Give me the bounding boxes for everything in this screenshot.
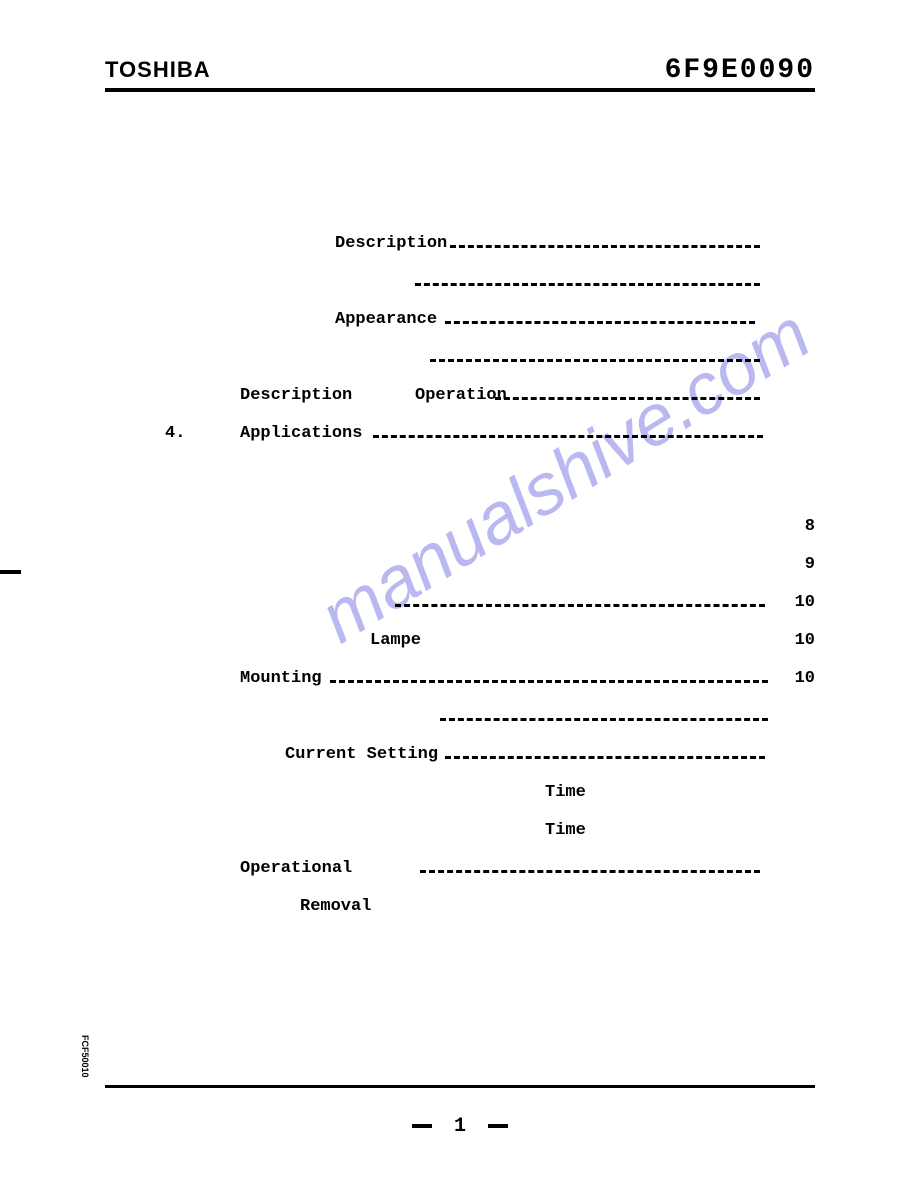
toc-page-number: 10 [795,584,815,622]
dash-icon [412,1124,432,1128]
toc-spacer [105,453,815,508]
toc-label: Appearance [335,301,437,339]
leader-dots [373,435,763,438]
toc-label: Applications [240,415,362,453]
toc-row: Operational [105,850,815,888]
leader-dots [445,321,755,324]
toc-label: Mounting [240,660,322,698]
toc-row: Lampe 10 [105,622,815,660]
toc-row: Description Operation [105,377,815,415]
toc-row: Appearance [105,301,815,339]
toc-content: Description Appearance Description Opera… [105,225,815,926]
page-number: 1 [454,1115,466,1138]
document-number: 6F9E0090 [665,55,815,86]
toc-label: Lampe [370,622,421,660]
toc-row: 4. Applications [105,415,815,453]
leader-dots [445,756,765,759]
toc-label: Operation [415,377,507,415]
toc-row: 8 [105,508,815,546]
toc-row: 9 [105,546,815,584]
toc-row: Description [105,225,815,263]
toc-label: Description [240,377,352,415]
toc-row [105,339,815,377]
brand-logo: TOSHIBA [105,57,211,83]
leader-dots [495,397,760,400]
dash-icon [488,1124,508,1128]
toc-label: Time [545,812,586,850]
leader-dots [395,604,765,607]
toc-page-number: 10 [795,622,815,660]
toc-row [105,698,815,736]
header: TOSHIBA 6F9E0090 [105,55,815,86]
toc-page-number: 9 [805,546,815,584]
toc-label: Description [335,225,447,263]
toc-label: Current Setting [285,736,438,774]
leader-dots [330,680,768,683]
leader-dots [420,870,760,873]
toc-row: Current Setting [105,736,815,774]
toc-row: Mounting 10 [105,660,815,698]
toc-row: Removal [105,888,815,926]
toc-label: Operational [240,850,352,888]
toc-row: 10 [105,584,815,622]
toc-label: Removal [300,888,371,926]
page-footer: 1 [105,1115,815,1138]
leader-dots [440,718,768,721]
leader-dots [415,283,760,286]
toc-page-number: 10 [795,660,815,698]
footer-rule [105,1085,815,1088]
toc-row: Time [105,812,815,850]
toc-row: Time [105,774,815,812]
leader-dots [430,359,760,362]
leader-dots [450,245,760,248]
toc-section-number: 4. [165,415,185,453]
margin-mark [0,570,21,574]
toc-row [105,263,815,301]
page-container: TOSHIBA 6F9E0090 manualshive.com Descrip… [105,55,815,92]
toc-label: Time [545,774,586,812]
toc-page-number: 8 [805,508,815,546]
header-rule [105,88,815,92]
form-code: FCF50010 [80,1035,90,1078]
